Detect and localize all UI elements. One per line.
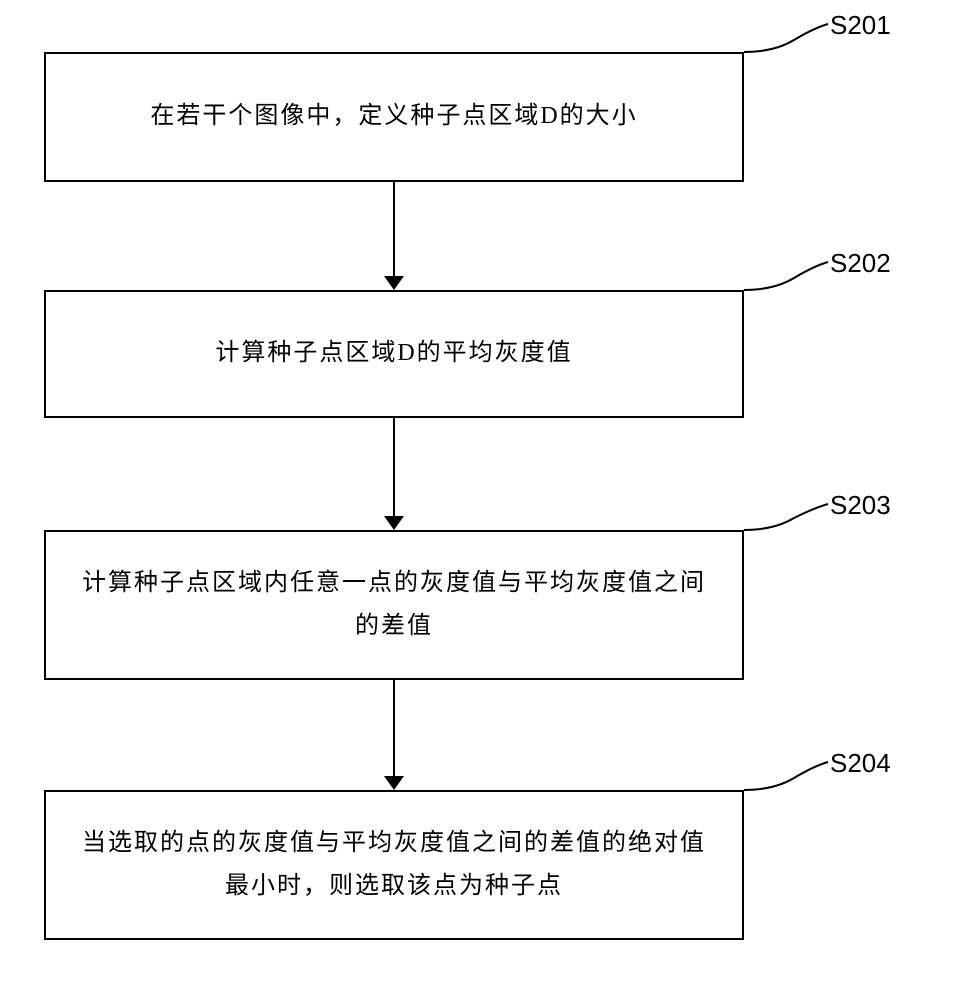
step-box-s203: 计算种子点区域内任意一点的灰度值与平均灰度值之间的差值 [44,530,744,680]
step-label-s202: S202 [830,248,891,279]
label-connector-s204 [744,748,834,808]
flowchart-container: 在若干个图像中，定义种子点区域D的大小 S201 计算种子点区域D的平均灰度值 … [0,0,957,1000]
step-text-s203: 计算种子点区域内任意一点的灰度值与平均灰度值之间的差值 [76,562,712,648]
label-connector-s203 [744,490,834,550]
arrow-head-3 [384,776,404,790]
label-connector-s201 [744,10,834,70]
step-text-s201: 在若干个图像中，定义种子点区域D的大小 [150,95,637,138]
arrow-line-2 [393,418,395,518]
step-label-s203: S203 [830,490,891,521]
label-connector-s202 [744,248,834,308]
arrow-head-1 [384,276,404,290]
step-box-s202: 计算种子点区域D的平均灰度值 [44,290,744,418]
arrow-line-3 [393,680,395,778]
arrow-head-2 [384,516,404,530]
step-text-s204: 当选取的点的灰度值与平均灰度值之间的差值的绝对值最小时，则选取该点为种子点 [76,822,712,908]
step-label-s201: S201 [830,10,891,41]
step-box-s204: 当选取的点的灰度值与平均灰度值之间的差值的绝对值最小时，则选取该点为种子点 [44,790,744,940]
arrow-line-1 [393,182,395,278]
step-label-s204: S204 [830,748,891,779]
step-text-s202: 计算种子点区域D的平均灰度值 [215,332,572,375]
step-box-s201: 在若干个图像中，定义种子点区域D的大小 [44,52,744,182]
